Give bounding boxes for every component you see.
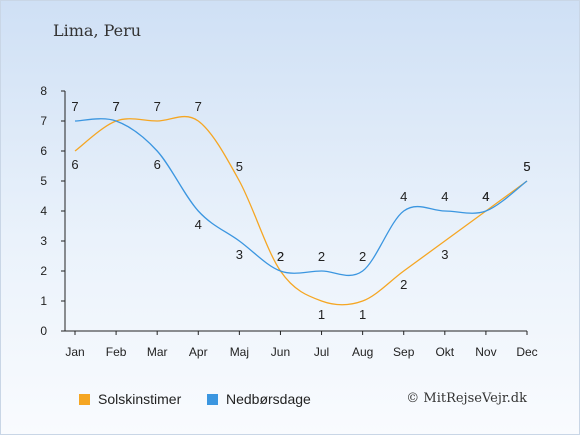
x-tick-label: Sep	[393, 345, 415, 359]
data-label-rain: 2	[359, 249, 366, 264]
data-label-sun: 2	[400, 277, 407, 292]
data-label-rain: 4	[441, 189, 448, 204]
x-tick-label: Jun	[271, 345, 290, 359]
series-line-rain	[74, 118, 528, 277]
series-lines	[74, 115, 528, 306]
data-label-rain: 7	[112, 99, 119, 114]
data-label-sun: 2	[277, 249, 284, 264]
location-title: Lima, Peru	[53, 21, 142, 40]
legend-item-rain: Nedbørsdage	[207, 391, 311, 407]
y-tick-label: 8	[40, 84, 47, 98]
x-tick-label: Nov	[475, 345, 496, 359]
data-label-sun: 1	[359, 307, 366, 322]
data-label-sun: 7	[195, 99, 202, 114]
y-tick-label: 6	[40, 144, 47, 158]
axes: 0 1 2 3 4 5 6 7 8 Jan Feb Mar Apr Maj Jun Jul Aug Sep Okt N…	[40, 84, 537, 359]
x-tick-label: Feb	[106, 345, 127, 359]
credit-text: © MitRejseVejr.dk	[406, 391, 527, 406]
data-label-rain: 5	[523, 159, 530, 174]
y-tick-label: 4	[40, 204, 47, 218]
x-tick-label: Dec	[516, 345, 537, 359]
y-tick-label: 2	[40, 264, 47, 278]
data-label-rain: 3	[236, 247, 243, 262]
y-tick-label: 3	[40, 234, 47, 248]
x-tick-label: Okt	[435, 345, 454, 359]
data-label-rain: 4	[400, 189, 407, 204]
data-label-rain: 6	[154, 157, 161, 172]
x-tick-label: Mar	[147, 345, 168, 359]
data-label-rain: 2	[318, 249, 325, 264]
data-label-sun: 1	[318, 307, 325, 322]
data-label-sun: 5	[236, 159, 243, 174]
data-label-rain: 4	[482, 189, 489, 204]
data-label-sun: 3	[441, 247, 448, 262]
x-tick-label: Jan	[65, 345, 84, 359]
legend-label-sun: Solskinstimer	[98, 391, 182, 407]
data-label-sun: 4	[482, 189, 489, 204]
y-tick-label: 1	[40, 294, 47, 308]
legend-item-sun: Solskinstimer	[79, 391, 181, 407]
y-tick-label: 5	[40, 174, 47, 188]
series-line-sun	[74, 115, 528, 306]
y-tick-label: 7	[40, 114, 47, 128]
legend-swatch-rain	[207, 393, 218, 405]
data-label-sun: 7	[112, 99, 119, 114]
x-tick-label: Aug	[352, 345, 373, 359]
x-tick-label: Apr	[189, 345, 208, 359]
data-label-rain: 4	[195, 217, 202, 232]
data-label-sun: 5	[523, 159, 530, 174]
y-tick-label: 0	[40, 324, 47, 338]
legend-swatch-sun	[79, 393, 90, 405]
legend-label-rain: Nedbørsdage	[226, 391, 311, 407]
x-tick-label: Jul	[314, 345, 329, 359]
data-label-sun: 6	[71, 157, 78, 172]
data-label-sun: 7	[154, 99, 161, 114]
data-label-rain: 2	[277, 249, 284, 264]
x-tick-label: Maj	[230, 345, 249, 359]
data-label-rain: 7	[71, 99, 78, 114]
